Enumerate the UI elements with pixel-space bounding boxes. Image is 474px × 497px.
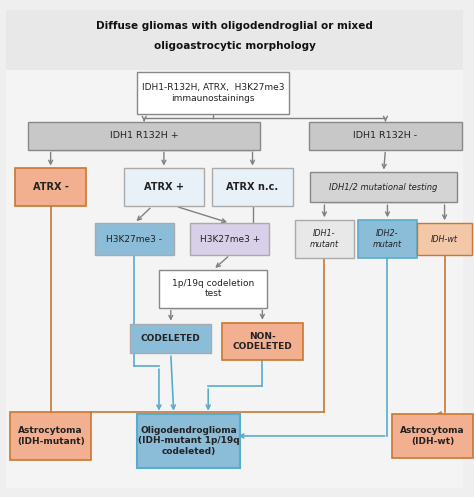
Text: 1p/19q codeletion
test: 1p/19q codeletion test — [172, 279, 254, 299]
FancyBboxPatch shape — [10, 412, 91, 460]
Text: oligoastrocytic morphology: oligoastrocytic morphology — [154, 41, 316, 51]
FancyBboxPatch shape — [212, 168, 293, 206]
FancyBboxPatch shape — [159, 270, 267, 308]
FancyBboxPatch shape — [418, 223, 472, 255]
Text: IDH1 R132H +: IDH1 R132H + — [110, 131, 179, 140]
FancyBboxPatch shape — [124, 168, 204, 206]
Text: H3K27me3 +: H3K27me3 + — [200, 235, 260, 244]
Text: IDH1-R132H, ATRX,  H3K27me3
immaunostainings: IDH1-R132H, ATRX, H3K27me3 immaunostaini… — [142, 83, 284, 102]
FancyBboxPatch shape — [222, 323, 303, 360]
FancyBboxPatch shape — [191, 223, 269, 255]
FancyBboxPatch shape — [295, 220, 354, 258]
FancyBboxPatch shape — [310, 172, 457, 202]
FancyBboxPatch shape — [28, 122, 260, 150]
Text: ATRX n.c.: ATRX n.c. — [227, 182, 279, 192]
Text: IDH1-
mutant: IDH1- mutant — [310, 229, 339, 249]
FancyBboxPatch shape — [309, 122, 462, 150]
Text: H3K27me3 -: H3K27me3 - — [106, 235, 162, 244]
FancyBboxPatch shape — [95, 223, 174, 255]
Text: Astrocytoma
(IDH-wt): Astrocytoma (IDH-wt) — [401, 426, 465, 446]
Text: ATRX +: ATRX + — [144, 182, 184, 192]
Text: Oligodendroglioma
(IDH-mutant 1p/19q
codeleted): Oligodendroglioma (IDH-mutant 1p/19q cod… — [137, 426, 239, 456]
Text: Diffuse gliomas with oligodendroglial or mixed: Diffuse gliomas with oligodendroglial or… — [96, 21, 373, 31]
Text: IDH1/2 mutational testing: IDH1/2 mutational testing — [329, 183, 438, 192]
Text: IDH-wt: IDH-wt — [431, 235, 458, 244]
FancyBboxPatch shape — [130, 324, 211, 353]
FancyBboxPatch shape — [392, 414, 473, 458]
Text: NON-
CODELETED: NON- CODELETED — [232, 332, 292, 351]
FancyBboxPatch shape — [358, 220, 417, 258]
Text: Astrocytoma
(IDH-mutant): Astrocytoma (IDH-mutant) — [17, 426, 84, 446]
Text: CODELETED: CODELETED — [141, 334, 201, 343]
FancyBboxPatch shape — [15, 168, 86, 206]
FancyBboxPatch shape — [137, 72, 290, 114]
Text: ATRX -: ATRX - — [33, 182, 69, 192]
Text: IDH1 R132H -: IDH1 R132H - — [354, 131, 418, 140]
FancyBboxPatch shape — [6, 10, 463, 70]
Text: IDH2-
mutant: IDH2- mutant — [373, 229, 402, 249]
FancyBboxPatch shape — [6, 70, 463, 488]
FancyBboxPatch shape — [137, 414, 240, 468]
